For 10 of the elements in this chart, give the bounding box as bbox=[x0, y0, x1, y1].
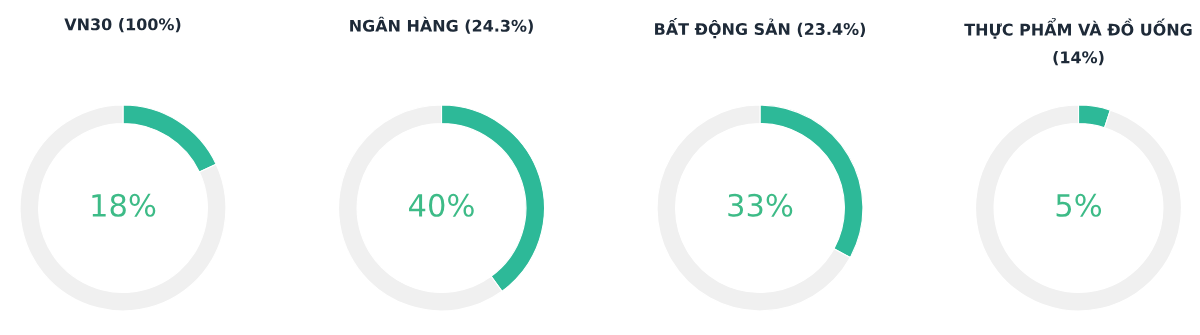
chart-title: NGÂN HÀNG (24.3%) bbox=[350, 16, 533, 34]
chart-title: VN30 (100%) bbox=[64, 18, 181, 33]
data-label: 33% bbox=[728, 193, 793, 217]
donut-slice bbox=[19, 104, 227, 312]
chart-title: BẤT ĐỘNG SẢN (23.4%) bbox=[655, 18, 866, 39]
donut-slice bbox=[975, 104, 1182, 312]
data-label: 40% bbox=[409, 193, 474, 217]
data-label: 5% bbox=[1056, 193, 1102, 217]
chart-title: THỰC PHẨM VÀ ĐỒ UỐNG (14%) bbox=[964, 18, 1192, 66]
data-label: 18% bbox=[92, 193, 156, 217]
